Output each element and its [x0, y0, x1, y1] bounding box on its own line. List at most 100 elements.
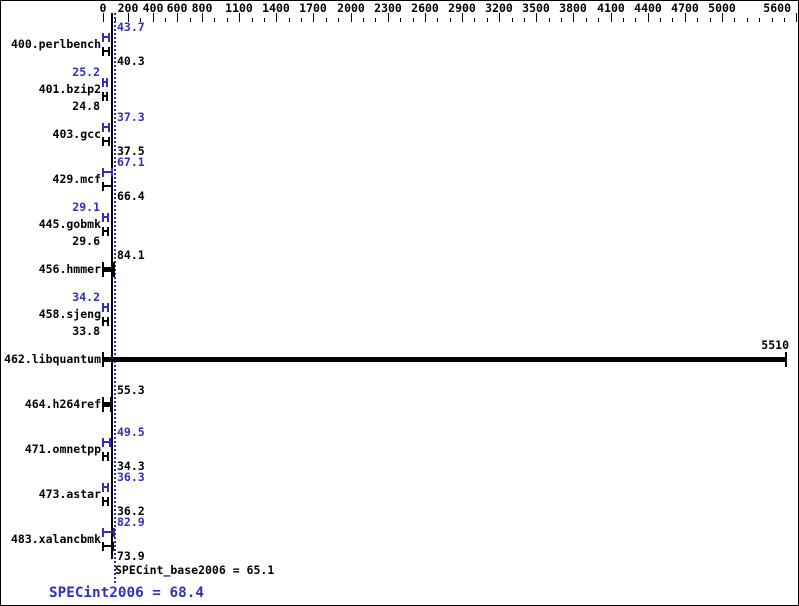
- base-bar-line: [102, 185, 113, 187]
- x-axis-label: 800: [191, 1, 213, 15]
- base-value-label: 36.2: [117, 504, 145, 518]
- x-axis-major-tick: [313, 13, 314, 22]
- x-axis-minor-tick: [759, 18, 760, 22]
- base-mean-line: [111, 13, 113, 559]
- x-axis-label: 0: [99, 1, 107, 15]
- peak-value-label: 43.7: [117, 20, 145, 34]
- x-axis-minor-tick: [264, 18, 265, 22]
- x-axis-minor-tick: [363, 18, 364, 22]
- base-bar-left-cap: [102, 137, 104, 146]
- x-axis-minor-tick: [561, 18, 562, 22]
- base-bar-line: [102, 267, 115, 272]
- x-axis-major-tick: [685, 13, 686, 22]
- x-axis-label: 1700: [299, 1, 327, 15]
- peak-bar-line: [102, 171, 113, 173]
- x-axis-minor-tick: [301, 18, 302, 22]
- base-bar-line: [102, 230, 109, 232]
- peak-bar-left-cap: [102, 483, 104, 492]
- benchmark-label: 483.xalancbmk: [10, 532, 101, 546]
- base-bar-line: [102, 455, 109, 457]
- base-bar-end-cap: [107, 227, 109, 236]
- peak-bar-end-cap: [107, 303, 109, 312]
- x-axis-major-tick: [462, 13, 463, 22]
- peak-bar-end-cap: [108, 123, 110, 132]
- base-value-label: 55.3: [117, 383, 145, 397]
- x-axis-minor-tick: [227, 18, 228, 22]
- peak-bar-line: [102, 81, 108, 83]
- x-axis-label: 5600: [763, 1, 791, 15]
- base-bar-left-cap: [102, 262, 104, 277]
- peak-value-label: 34.2: [72, 290, 100, 304]
- x-axis-label: 2300: [374, 1, 402, 15]
- base-bar-line: [102, 545, 114, 547]
- x-axis-label: 2000: [337, 1, 365, 15]
- x-axis-minor-tick: [524, 18, 525, 22]
- base-value-label: 34.3: [117, 459, 145, 473]
- summary-base-label: SPECint_base2006 = 65.1: [115, 563, 275, 577]
- base-bar-line: [102, 320, 109, 322]
- x-axis-minor-tick: [252, 18, 253, 22]
- base-bar-line: [102, 500, 109, 502]
- peak-value-label: 49.5: [117, 425, 145, 439]
- peak-bar-left-cap: [102, 168, 104, 177]
- x-axis-major-tick: [536, 13, 537, 22]
- x-axis-minor-tick: [734, 18, 735, 22]
- x-axis-major-tick: [573, 13, 574, 22]
- base-bar-end-cap: [110, 397, 112, 412]
- x-axis-minor-tick: [474, 18, 475, 22]
- base-bar-line: [102, 95, 108, 97]
- peak-bar-end-cap: [107, 483, 109, 492]
- x-axis-minor-tick: [710, 18, 711, 22]
- base-bar-end-cap: [108, 137, 110, 146]
- base-value-label: 73.9: [117, 549, 145, 563]
- x-axis-label: 3500: [522, 1, 550, 15]
- x-axis-minor-tick: [375, 18, 376, 22]
- peak-bar-left-cap: [102, 78, 104, 87]
- x-axis-major-tick: [177, 13, 178, 22]
- peak-bar-line: [102, 531, 115, 533]
- base-bar-left-cap: [102, 352, 104, 367]
- peak-bar-line: [102, 306, 109, 308]
- peak-value-label: 36.3: [117, 470, 145, 484]
- x-axis-label: 400: [142, 1, 164, 15]
- x-axis-label: 600: [166, 1, 188, 15]
- x-axis-label: 1400: [262, 1, 290, 15]
- peak-value-label: 82.9: [117, 515, 145, 529]
- x-axis-major-tick: [239, 13, 240, 22]
- benchmark-label: 471.omnetpp: [24, 442, 101, 456]
- x-axis-label: 4700: [671, 1, 699, 15]
- x-axis-minor-tick: [784, 18, 785, 22]
- base-bar-left-cap: [102, 542, 104, 551]
- peak-value-label: 67.1: [117, 155, 145, 169]
- base-value-label: 40.3: [117, 54, 145, 68]
- base-bar-end-cap: [107, 452, 109, 461]
- base-bar-end-cap: [107, 317, 109, 326]
- x-axis-minor-tick: [450, 18, 451, 22]
- base-bar-left-cap: [102, 47, 104, 56]
- peak-bar-left-cap: [102, 438, 104, 447]
- base-value-label: 66.4: [117, 189, 145, 203]
- peak-bar-end-cap: [108, 33, 110, 42]
- x-axis-minor-tick: [338, 18, 339, 22]
- x-axis-minor-tick: [660, 18, 661, 22]
- x-axis-minor-tick: [165, 18, 166, 22]
- x-axis-label: 5000: [708, 1, 736, 15]
- x-axis-major-tick: [202, 13, 203, 22]
- x-axis-major-tick: [128, 13, 129, 22]
- x-axis-minor-tick: [747, 18, 748, 22]
- peak-bar-line: [102, 441, 111, 443]
- benchmark-label: 458.sjeng: [38, 307, 101, 321]
- peak-bar-end-cap: [113, 528, 115, 537]
- x-axis-label: 4400: [634, 1, 662, 15]
- x-axis-minor-tick: [623, 18, 624, 22]
- benchmark-label: 429.mcf: [52, 172, 101, 186]
- base-bar-end-cap: [112, 542, 114, 551]
- x-axis-minor-tick: [190, 18, 191, 22]
- x-axis-major-tick: [276, 13, 277, 22]
- x-axis-label: 2900: [448, 1, 476, 15]
- x-axis-minor-tick: [672, 18, 673, 22]
- base-bar-end-cap: [107, 497, 109, 506]
- peak-mean-line: [114, 13, 116, 585]
- x-axis-major-tick: [153, 13, 154, 22]
